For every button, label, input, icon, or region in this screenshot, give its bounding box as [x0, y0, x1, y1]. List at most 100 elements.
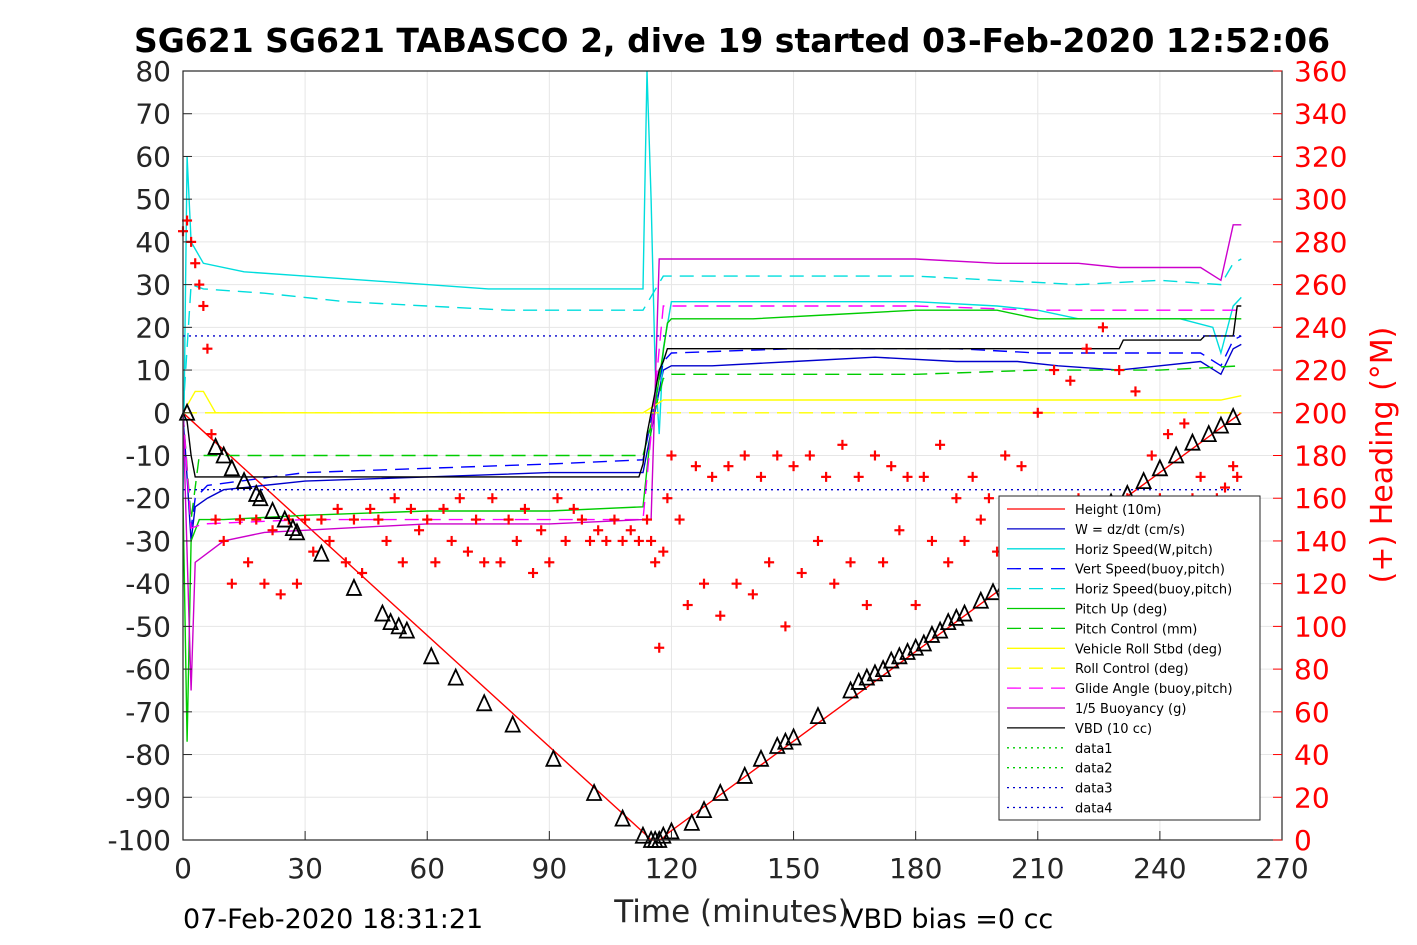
- heading-marker: [1049, 365, 1060, 376]
- heading-marker: [910, 600, 921, 611]
- y-right-tick-label: 60: [1294, 696, 1330, 729]
- depth-marker: [695, 799, 713, 818]
- heading-marker: [1146, 450, 1157, 461]
- heading-marker: [625, 525, 636, 536]
- heading-marker: [291, 578, 302, 589]
- depth-marker: [235, 471, 253, 490]
- heading-marker: [951, 493, 962, 504]
- x-tick-label: 60: [409, 852, 445, 885]
- heading-marker: [617, 535, 628, 546]
- depth-marker: [809, 705, 827, 725]
- series-line: [182, 224, 1242, 691]
- heading-marker: [601, 535, 612, 546]
- legend-entry: data1: [1007, 742, 1113, 757]
- heading-marker: [194, 279, 205, 290]
- heading-marker: [226, 578, 237, 589]
- heading-marker: [1163, 429, 1174, 440]
- heading-marker: [1114, 365, 1125, 376]
- y-right-tick-label: 240: [1294, 311, 1347, 344]
- series-line: [182, 365, 1242, 520]
- heading-marker: [845, 557, 856, 568]
- heading-marker: [495, 557, 506, 568]
- heading-marker: [788, 461, 799, 472]
- series-line: [182, 305, 1242, 478]
- y-left-tick-label: 20: [135, 311, 171, 344]
- heading-marker: [853, 471, 864, 482]
- y-right-tick-label: 20: [1294, 781, 1330, 814]
- depth-marker: [956, 603, 973, 622]
- x-axis: 0 30 60 90 120 150 180 210 240 270: [174, 831, 1309, 885]
- heading-marker: [438, 503, 449, 514]
- depth-marker: [683, 812, 701, 831]
- x-tick-label: 150: [767, 852, 820, 885]
- x-tick-label: 210: [1011, 852, 1064, 885]
- series-line: [182, 305, 1242, 530]
- y-right-tick-label: 260: [1294, 269, 1347, 302]
- legend-label: Roll Control (deg): [1075, 662, 1189, 677]
- heading-marker: [650, 557, 661, 568]
- heading-marker: [340, 557, 351, 568]
- heading-marker: [218, 535, 229, 546]
- legend-label: Horiz Speed(buoy,pitch): [1075, 583, 1232, 598]
- legend-box: [998, 495, 1261, 821]
- y-left-tick-label: -20: [125, 482, 171, 515]
- depth-marker: [785, 727, 802, 746]
- depth-marker: [711, 782, 729, 801]
- heading-marker: [878, 557, 889, 568]
- depth-marker: [1212, 415, 1230, 434]
- heading-marker: [1000, 450, 1011, 461]
- heading-marker: [975, 514, 986, 525]
- heading-marker: [967, 471, 978, 482]
- heading-marker: [731, 578, 742, 589]
- legend-label: Glide Angle (buoy,pitch): [1075, 682, 1233, 697]
- depth-marker: [1167, 445, 1185, 464]
- x-axis-label: Time (minutes): [613, 894, 849, 930]
- depth-marker: [972, 590, 990, 609]
- y-right-tick-label: 300: [1294, 183, 1347, 216]
- heading-marker: [316, 514, 327, 525]
- legend-entry: W = dz/dt (cm/s): [1007, 523, 1185, 538]
- heading-marker: [666, 450, 677, 461]
- heading-marker: [348, 514, 359, 525]
- legend-entry: Roll Control (deg): [1007, 662, 1189, 677]
- heading-marker: [471, 514, 482, 525]
- heading-marker: [324, 535, 335, 546]
- y-left-tick-label: 40: [135, 226, 171, 259]
- heading-marker: [739, 450, 750, 461]
- depth-marker: [752, 748, 770, 767]
- heading-marker: [1232, 471, 1243, 482]
- heading-marker: [674, 514, 685, 525]
- heading-marker: [1195, 471, 1206, 482]
- heading-marker: [275, 589, 286, 600]
- y-left-tick-label: -70: [125, 696, 171, 729]
- heading-marker: [658, 546, 669, 557]
- y-right-tick-label: 280: [1294, 226, 1347, 259]
- depth-marker: [207, 436, 224, 455]
- depth-marker: [374, 603, 391, 622]
- heading-marker: [568, 503, 579, 514]
- heading-marker: [206, 429, 217, 440]
- heading-marker: [690, 461, 701, 472]
- heading-marker: [755, 471, 766, 482]
- heading-marker: [381, 535, 392, 546]
- heading-marker: [576, 514, 587, 525]
- depth-marker: [475, 693, 493, 712]
- heading-marker: [1130, 386, 1141, 397]
- heading-marker: [479, 557, 490, 568]
- heading-marker: [1228, 461, 1239, 472]
- heading-marker: [654, 642, 665, 653]
- depth-marker: [614, 808, 632, 827]
- depth-marker: [874, 658, 892, 678]
- heading-marker: [821, 471, 832, 482]
- y-left-tick-label: -40: [125, 568, 171, 601]
- x-tick-label: 180: [889, 852, 942, 885]
- legend-label: Pitch Control (mm): [1075, 622, 1197, 637]
- y-left-tick-label: -50: [125, 610, 171, 643]
- heading-marker: [365, 503, 376, 514]
- heading-marker: [462, 546, 473, 557]
- legend-entry: Pitch Control (mm): [1007, 622, 1197, 637]
- y-right-tick-label: 80: [1294, 653, 1330, 686]
- heading-marker: [308, 546, 319, 557]
- legend-label: data1: [1075, 742, 1113, 757]
